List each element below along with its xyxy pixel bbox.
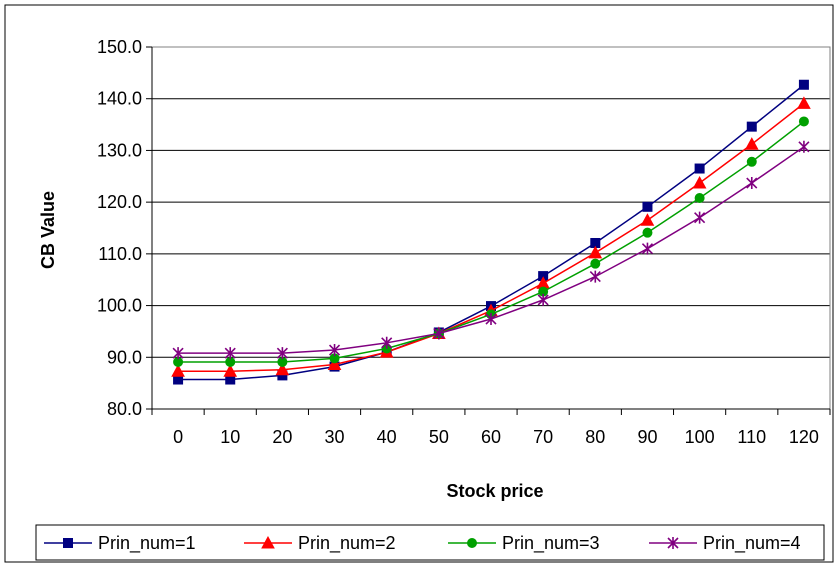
x-tick-label: 110 xyxy=(737,427,766,447)
y-tick-label: 80.0 xyxy=(107,399,142,419)
legend-label: Prin_num=3 xyxy=(502,533,600,554)
x-tick-label: 10 xyxy=(220,427,240,447)
data-point-square xyxy=(799,80,808,89)
x-tick-label: 120 xyxy=(789,427,819,447)
data-point-square xyxy=(747,122,756,131)
data-point-square xyxy=(643,202,652,211)
data-point-square xyxy=(695,164,704,173)
x-tick-label: 30 xyxy=(325,427,345,447)
x-tick-label: 60 xyxy=(481,427,501,447)
x-tick-label: 70 xyxy=(533,427,553,447)
y-tick-label: 130.0 xyxy=(97,140,142,160)
legend-marker-circle xyxy=(468,539,477,548)
legend-label: Prin_num=1 xyxy=(98,533,196,554)
x-tick-label: 20 xyxy=(272,427,292,447)
data-point-circle xyxy=(799,117,808,126)
y-tick-label: 140.0 xyxy=(97,89,142,109)
data-point-circle xyxy=(591,259,600,268)
legend-label: Prin_num=4 xyxy=(703,533,801,554)
data-point-circle xyxy=(643,228,652,237)
x-tick-label: 0 xyxy=(173,427,183,447)
y-tick-label: 150.0 xyxy=(97,37,142,57)
data-point-circle xyxy=(695,194,704,203)
y-tick-label: 90.0 xyxy=(107,347,142,367)
y-axis-title: CB Value xyxy=(38,191,58,269)
legend-label: Prin_num=2 xyxy=(298,533,396,554)
x-tick-label: 40 xyxy=(377,427,397,447)
y-tick-label: 110.0 xyxy=(98,244,142,264)
x-tick-label: 50 xyxy=(429,427,449,447)
x-axis-title: Stock price xyxy=(446,481,543,501)
y-tick-label: 120.0 xyxy=(97,192,142,212)
data-point-circle xyxy=(747,157,756,166)
x-tick-label: 90 xyxy=(637,427,657,447)
legend-marker-square xyxy=(64,539,73,548)
x-tick-label: 80 xyxy=(585,427,605,447)
y-tick-label: 100.0 xyxy=(97,296,142,316)
x-tick-label: 100 xyxy=(685,427,715,447)
